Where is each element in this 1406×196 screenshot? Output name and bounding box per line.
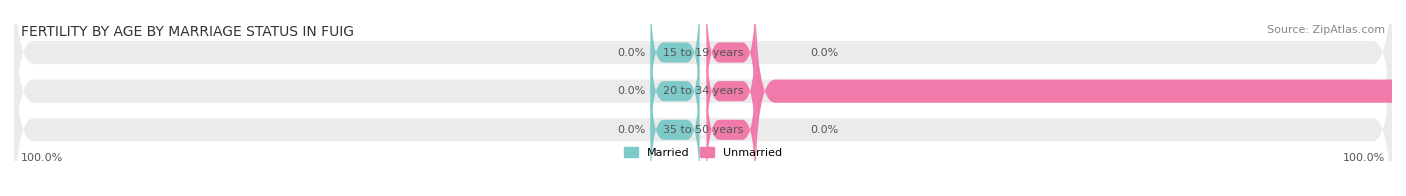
- Text: Source: ZipAtlas.com: Source: ZipAtlas.com: [1267, 25, 1385, 35]
- Text: 0.0%: 0.0%: [617, 86, 645, 96]
- FancyBboxPatch shape: [651, 63, 700, 196]
- Text: FERTILITY BY AGE BY MARRIAGE STATUS IN FUIG: FERTILITY BY AGE BY MARRIAGE STATUS IN F…: [21, 25, 354, 39]
- FancyBboxPatch shape: [700, 102, 706, 158]
- FancyBboxPatch shape: [14, 0, 1392, 157]
- Legend: Married, Unmarried: Married, Unmarried: [624, 147, 782, 158]
- FancyBboxPatch shape: [700, 63, 706, 119]
- FancyBboxPatch shape: [14, 25, 1392, 196]
- FancyBboxPatch shape: [706, 0, 755, 120]
- Text: 0.0%: 0.0%: [617, 47, 645, 57]
- Text: 0.0%: 0.0%: [810, 47, 838, 57]
- FancyBboxPatch shape: [706, 63, 755, 196]
- FancyBboxPatch shape: [706, 24, 755, 158]
- FancyBboxPatch shape: [651, 0, 700, 120]
- FancyBboxPatch shape: [755, 0, 1406, 195]
- Text: 15 to 19 years: 15 to 19 years: [662, 47, 744, 57]
- FancyBboxPatch shape: [651, 24, 700, 158]
- Text: 20 to 34 years: 20 to 34 years: [662, 86, 744, 96]
- FancyBboxPatch shape: [700, 25, 706, 80]
- Text: 100.0%: 100.0%: [1343, 153, 1385, 163]
- Text: 100.0%: 100.0%: [21, 153, 63, 163]
- Text: 0.0%: 0.0%: [617, 125, 645, 135]
- Text: 35 to 50 years: 35 to 50 years: [662, 125, 744, 135]
- Text: 0.0%: 0.0%: [810, 125, 838, 135]
- FancyBboxPatch shape: [14, 0, 1392, 195]
